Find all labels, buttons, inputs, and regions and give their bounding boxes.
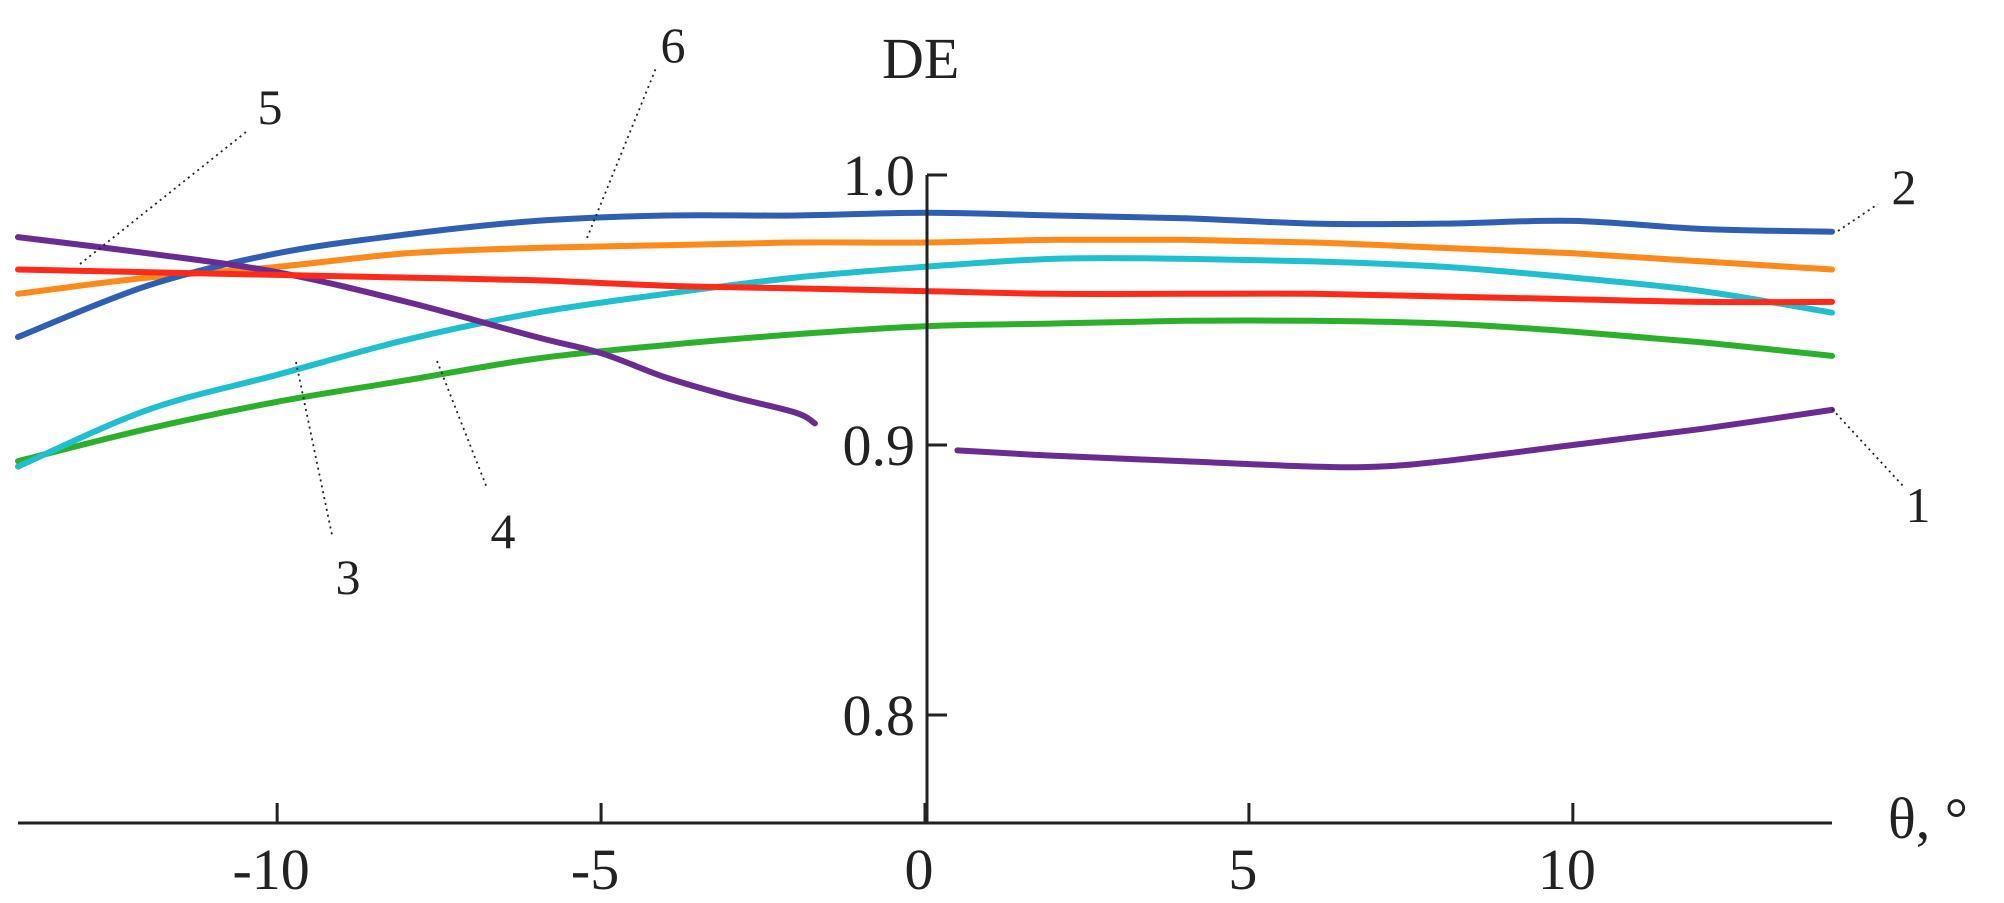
ticks-layer: -10 -5 0 5 10 0.8 0.9 1.0 — [232, 143, 1595, 902]
series-line-2 — [15, 209, 1835, 340]
curve-label-4: 4 — [491, 503, 516, 559]
y-tick-label: 1.0 — [843, 143, 916, 208]
curve-label-1: 1 — [1906, 477, 1931, 533]
leader-line-6 — [586, 67, 657, 239]
y-axis-title: DE — [882, 26, 959, 91]
x-tick-label: -10 — [232, 837, 309, 902]
leader-line-3 — [295, 361, 333, 536]
x-tick-label: 5 — [1228, 837, 1257, 902]
leader-line-4 — [436, 360, 488, 489]
series-line-4 — [15, 317, 1835, 465]
series-layer — [15, 209, 1835, 471]
y-tick-label: 0.8 — [843, 683, 916, 748]
leader-line-2 — [1837, 203, 1879, 232]
leader-line-5 — [79, 131, 247, 265]
curve-labels: 1 2 3 4 5 6 — [79, 17, 1931, 605]
curve-label-6: 6 — [661, 17, 686, 73]
series-line-5 — [15, 266, 1835, 306]
curve-label-3: 3 — [336, 549, 361, 605]
x-tick-label: 10 — [1538, 837, 1596, 902]
series-line-6 — [15, 236, 1835, 297]
x-tick-label: -5 — [571, 837, 619, 902]
curve-label-5: 5 — [258, 79, 283, 135]
curve-label-2: 2 — [1892, 159, 1917, 215]
x-axis-title: θ, ° — [1888, 786, 1968, 851]
series-line-1-part-1 — [15, 234, 818, 427]
x-tick-label: 0 — [905, 837, 934, 902]
leader-line-1 — [1831, 408, 1905, 488]
series-line-1-part-2 — [954, 406, 1835, 471]
series-line-3 — [15, 255, 1835, 470]
y-tick-label: 0.9 — [843, 413, 916, 478]
